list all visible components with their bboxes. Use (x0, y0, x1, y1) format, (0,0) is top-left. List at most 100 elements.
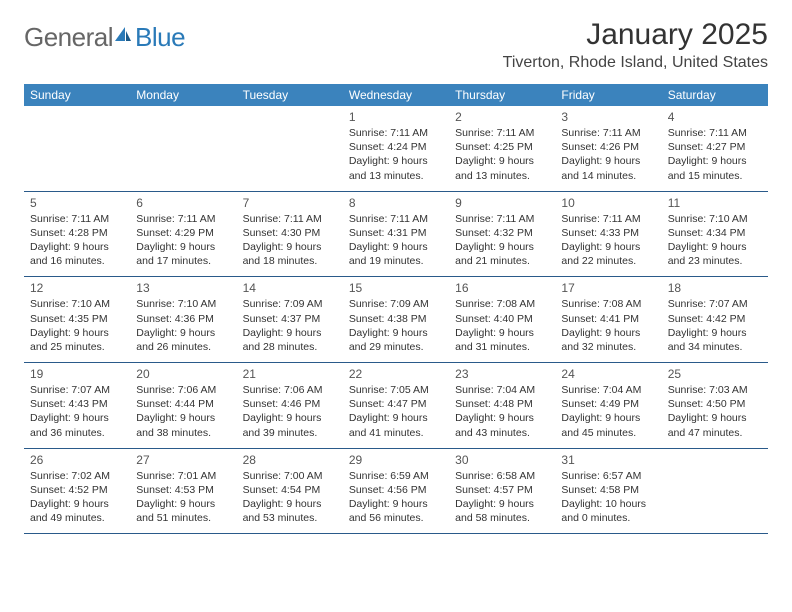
week-row: 12 Sunrise: 7:10 AMSunset: 4:35 PM Dayligh… (24, 277, 768, 363)
day-header: Thursday (449, 84, 555, 106)
sunset-line: Sunset: 4:46 PM (243, 397, 337, 411)
daylight-line: Daylight: 9 hours and 31 minutes. (455, 326, 549, 354)
day-cell: 6Sunrise: 7:11 AMSunset: 4:29 PMDaylight… (130, 192, 236, 277)
day-header: Wednesday (343, 84, 449, 106)
sunset-line: Sunset: 4:25 PM (455, 140, 549, 154)
daylight-line: Daylight: 9 hours and 41 minutes. (349, 411, 443, 439)
sunrise-line: Sunrise: 7:06 AM (243, 383, 337, 397)
daylight-line: Daylight: 9 hours and 18 minutes. (243, 240, 337, 268)
sunrise-line: Sunrise: 6:59 AM (349, 469, 443, 483)
daylight-line: Daylight: 9 hours and 53 minutes. (243, 497, 337, 525)
day-number: 14 (243, 281, 337, 295)
sunset-line: Sunset: 4:42 PM (668, 312, 762, 326)
day-number: 17 (561, 281, 655, 295)
day-header-row: SundayMondayTuesdayWednesdayThursdayFrid… (24, 84, 768, 106)
sunset-line: Sunset: 4:29 PM (136, 226, 230, 240)
sunset-line: Sunset: 4:49 PM (561, 397, 655, 411)
sunrise-line: Sunrise: 6:58 AM (455, 469, 549, 483)
sunset-line: Sunset: 4:35 PM (30, 312, 124, 326)
day-header: Sunday (24, 84, 130, 106)
sunset-line: Sunset: 4:41 PM (561, 312, 655, 326)
day-number: 15 (349, 281, 443, 295)
sunrise-line: Sunrise: 7:05 AM (349, 383, 443, 397)
day-number: 30 (455, 453, 549, 467)
sunrise-line: Sunrise: 7:10 AM (668, 212, 762, 226)
day-cell: 26Sunrise: 7:02 AMSunset: 4:52 PMDayligh… (24, 449, 130, 534)
daylight-line: Daylight: 9 hours and 26 minutes. (136, 326, 230, 354)
daylight-line: Daylight: 9 hours and 56 minutes. (349, 497, 443, 525)
day-cell (24, 106, 130, 191)
sunrise-line: Sunrise: 7:10 AM (30, 297, 124, 311)
day-number: 10 (561, 196, 655, 210)
sunrise-line: Sunrise: 7:04 AM (455, 383, 549, 397)
sunset-line: Sunset: 4:33 PM (561, 226, 655, 240)
day-cell (130, 106, 236, 191)
daylight-line: Daylight: 9 hours and 19 minutes. (349, 240, 443, 268)
day-cell: 27Sunrise: 7:01 AMSunset: 4:53 PMDayligh… (130, 449, 236, 534)
day-number: 5 (30, 196, 124, 210)
calendar: SundayMondayTuesdayWednesdayThursdayFrid… (24, 84, 768, 534)
day-cell: 22 Sunrise: 7:05 AMSunset: 4:47 PMDayligh… (343, 363, 449, 448)
sunrise-line: Sunrise: 7:11 AM (561, 212, 655, 226)
sunset-line: Sunset: 4:27 PM (668, 140, 762, 154)
sunrise-line: Sunrise: 7:11 AM (455, 126, 549, 140)
day-header: Monday (130, 84, 236, 106)
sunrise-line: Sunrise: 6:57 AM (561, 469, 655, 483)
daylight-line: Daylight: 9 hours and 29 minutes. (349, 326, 443, 354)
sunset-line: Sunset: 4:36 PM (136, 312, 230, 326)
sunrise-line: Sunrise: 7:11 AM (561, 126, 655, 140)
week-row: 1Sunrise: 7:11 AMSunset: 4:24 PMDaylight… (24, 106, 768, 192)
sunset-line: Sunset: 4:47 PM (349, 397, 443, 411)
daylight-line: Daylight: 9 hours and 43 minutes. (455, 411, 549, 439)
sunrise-line: Sunrise: 7:04 AM (561, 383, 655, 397)
day-cell: 30Sunrise: 6:58 AMSunset: 4:57 PMDayligh… (449, 449, 555, 534)
logo-text-general: General (24, 22, 113, 53)
day-number: 12 (30, 281, 124, 295)
daylight-line: Daylight: 9 hours and 14 minutes. (561, 154, 655, 182)
day-cell: 28Sunrise: 7:00 AMSunset: 4:54 PMDayligh… (237, 449, 343, 534)
week-row: 19Sunrise: 7:07 AMSunset: 4:43 PMDayligh… (24, 363, 768, 449)
day-cell: 13Sunrise: 7:10 AMSunset: 4:36 PMDayligh… (130, 277, 236, 362)
day-cell (662, 449, 768, 534)
location: Tiverton, Rhode Island, United States (503, 54, 768, 72)
day-cell: 7Sunrise: 7:11 AMSunset: 4:30 PMDaylight… (237, 192, 343, 277)
day-number: 23 (455, 367, 549, 381)
day-number: 9 (455, 196, 549, 210)
day-cell: 29Sunrise: 6:59 AMSunset: 4:56 PMDayligh… (343, 449, 449, 534)
sunrise-line: Sunrise: 7:09 AM (349, 297, 443, 311)
sunset-line: Sunset: 4:40 PM (455, 312, 549, 326)
sunrise-line: Sunrise: 7:00 AM (243, 469, 337, 483)
sunset-line: Sunset: 4:56 PM (349, 483, 443, 497)
sunset-line: Sunset: 4:31 PM (349, 226, 443, 240)
day-number: 2 (455, 110, 549, 124)
day-cell: 24Sunrise: 7:04 AMSunset: 4:49 PMDayligh… (555, 363, 661, 448)
day-cell: 9Sunrise: 7:11 AMSunset: 4:32 PMDaylight… (449, 192, 555, 277)
day-number: 1 (349, 110, 443, 124)
daylight-line: Daylight: 9 hours and 34 minutes. (668, 326, 762, 354)
day-number: 6 (136, 196, 230, 210)
day-cell: 8Sunrise: 7:11 AMSunset: 4:31 PMDaylight… (343, 192, 449, 277)
sunset-line: Sunset: 4:44 PM (136, 397, 230, 411)
day-cell: 17Sunrise: 7:08 AMSunset: 4:41 PMDayligh… (555, 277, 661, 362)
sunset-line: Sunset: 4:38 PM (349, 312, 443, 326)
sunrise-line: Sunrise: 7:03 AM (668, 383, 762, 397)
daylight-line: Daylight: 9 hours and 39 minutes. (243, 411, 337, 439)
daylight-line: Daylight: 9 hours and 28 minutes. (243, 326, 337, 354)
day-number: 22 (349, 367, 443, 381)
day-number: 3 (561, 110, 655, 124)
day-cell: 25Sunrise: 7:03 AMSunset: 4:50 PMDayligh… (662, 363, 768, 448)
day-cell: 20Sunrise: 7:06 AMSunset: 4:44 PMDayligh… (130, 363, 236, 448)
day-number: 25 (668, 367, 762, 381)
day-cell: 1Sunrise: 7:11 AMSunset: 4:24 PMDaylight… (343, 106, 449, 191)
sunrise-line: Sunrise: 7:01 AM (136, 469, 230, 483)
day-header: Saturday (662, 84, 768, 106)
daylight-line: Daylight: 9 hours and 15 minutes. (668, 154, 762, 182)
day-cell: 5Sunrise: 7:11 AMSunset: 4:28 PMDaylight… (24, 192, 130, 277)
day-cell: 31Sunrise: 6:57 AMSunset: 4:58 PMDayligh… (555, 449, 661, 534)
title-block: January 2025 Tiverton, Rhode Island, Uni… (503, 18, 768, 72)
sail-icon (113, 25, 133, 43)
sunrise-line: Sunrise: 7:07 AM (668, 297, 762, 311)
day-cell: 4Sunrise: 7:11 AMSunset: 4:27 PMDaylight… (662, 106, 768, 191)
day-number: 16 (455, 281, 549, 295)
daylight-line: Daylight: 9 hours and 47 minutes. (668, 411, 762, 439)
